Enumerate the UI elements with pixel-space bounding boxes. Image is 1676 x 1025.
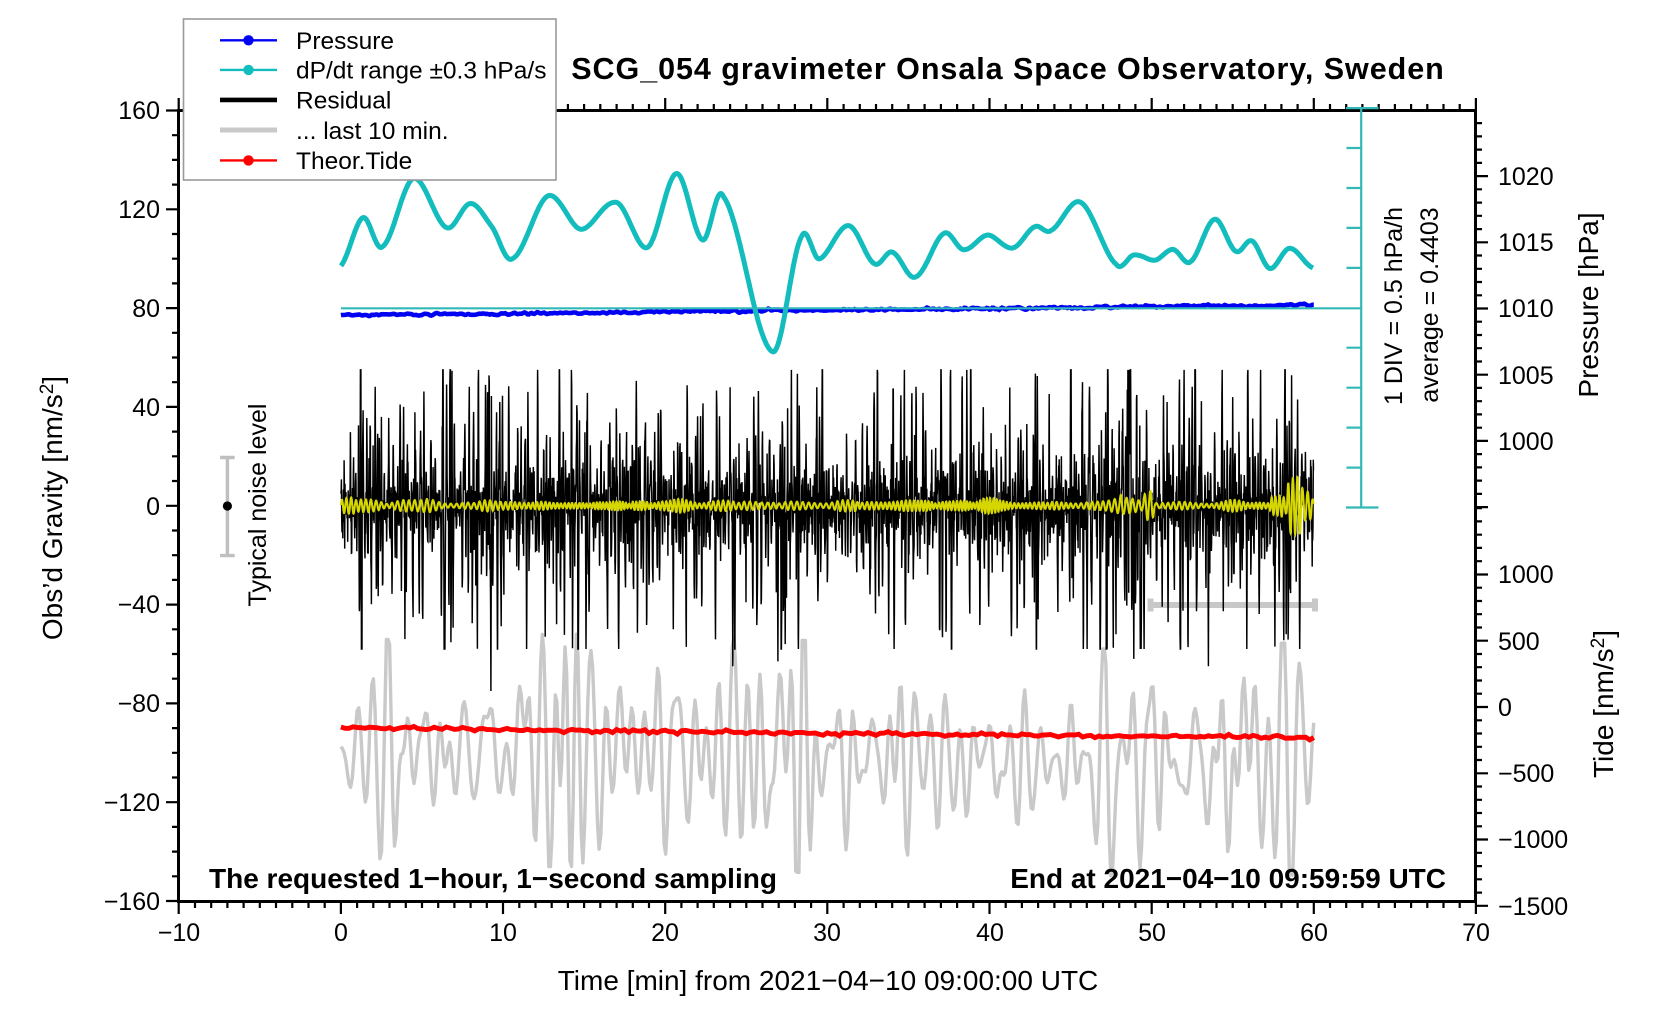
svg-text:1015: 1015: [1498, 229, 1554, 257]
svg-text:−160: −160: [104, 888, 160, 916]
svg-text:0: 0: [334, 919, 348, 947]
svg-text:70: 70: [1462, 919, 1490, 947]
svg-text:−80: −80: [118, 690, 160, 718]
svg-text:160: 160: [118, 97, 160, 125]
svg-text:1000: 1000: [1498, 428, 1554, 456]
svg-text:Pressure: Pressure: [296, 28, 394, 55]
svg-text:average = 0.4403: average = 0.4403: [1416, 207, 1444, 402]
svg-text:30: 30: [813, 919, 841, 947]
svg-text:80: 80: [132, 295, 160, 323]
svg-text:10: 10: [489, 919, 517, 947]
svg-text:0: 0: [146, 493, 160, 521]
svg-text:20: 20: [651, 919, 679, 947]
svg-text:Theor.Tide: Theor.Tide: [296, 148, 412, 175]
svg-text:1010: 1010: [1498, 295, 1554, 323]
svg-text:Obs’d Gravity [nm/s2]: Obs’d Gravity [nm/s2]: [37, 376, 68, 640]
svg-text:−120: −120: [104, 789, 160, 817]
svg-text:... last 10 min.: ... last 10 min.: [296, 118, 449, 145]
svg-text:1 DIV = 0.5 hPa/h: 1 DIV = 0.5 hPa/h: [1380, 207, 1408, 405]
svg-text:−1000: −1000: [1498, 826, 1568, 854]
svg-text:Pressure [hPa]: Pressure [hPa]: [1573, 212, 1604, 397]
svg-text:Time [min] from 2021−04−10 09:: Time [min] from 2021−04−10 09:00:00 UTC: [558, 965, 1099, 996]
svg-text:End at 2021−04−10 09:59:59 UTC: End at 2021−04−10 09:59:59 UTC: [1010, 863, 1446, 894]
svg-text:60: 60: [1300, 919, 1328, 947]
svg-text:500: 500: [1498, 628, 1540, 656]
svg-text:−1500: −1500: [1498, 893, 1568, 921]
svg-text:50: 50: [1138, 919, 1166, 947]
svg-text:dP/dt range ±0.3 hPa/s: dP/dt range ±0.3 hPa/s: [296, 58, 546, 85]
svg-text:40: 40: [976, 919, 1004, 947]
svg-text:Tide [nm/s2]: Tide [nm/s2]: [1588, 630, 1619, 778]
svg-text:1000: 1000: [1498, 561, 1554, 589]
svg-text:−40: −40: [118, 591, 160, 619]
svg-text:1005: 1005: [1498, 362, 1554, 390]
svg-text:120: 120: [118, 196, 160, 224]
svg-text:−500: −500: [1498, 760, 1554, 788]
svg-text:−10: −10: [158, 919, 200, 947]
svg-text:40: 40: [132, 394, 160, 422]
svg-text:0: 0: [1498, 694, 1512, 722]
svg-text:1020: 1020: [1498, 163, 1554, 191]
svg-text:SCG_054 gravimeter Onsala Spac: SCG_054 gravimeter Onsala Space Observat…: [571, 52, 1444, 86]
svg-text:Residual: Residual: [296, 88, 391, 115]
svg-text:Typical noise level: Typical noise level: [244, 404, 272, 607]
svg-text:The requested 1−hour, 1−second: The requested 1−hour, 1−second sampling: [209, 863, 777, 894]
